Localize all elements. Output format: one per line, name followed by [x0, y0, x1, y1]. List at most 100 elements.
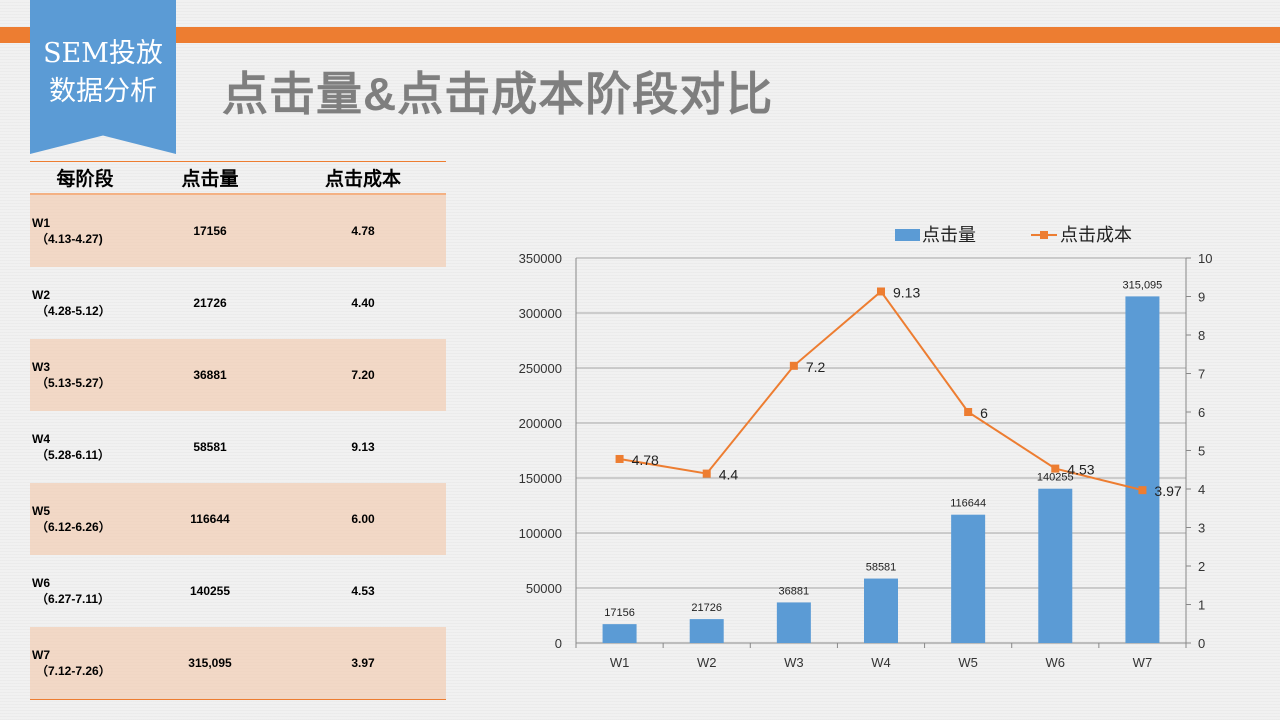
date-range: （6.27-7.11） [36, 591, 111, 606]
date-range: （4.13-4.27) [36, 231, 103, 246]
line-label: 9.13 [893, 284, 920, 300]
period-cell: W5 （6.12-6.26） [30, 504, 140, 535]
week-label: W6 [32, 575, 50, 590]
clicks-cell: 17156 [193, 224, 227, 238]
cost-cell: 7.20 [351, 368, 375, 382]
date-range: （5.13-5.27） [36, 375, 111, 390]
table-header: 每阶段 点击量 点击成本 [30, 162, 446, 195]
y-tick-label: 300000 [519, 306, 562, 321]
table-row: W3 （5.13-5.27） 36881 7.20 [30, 339, 446, 411]
badge-line2: 数据分析 [49, 76, 157, 107]
line-label: 6 [980, 405, 988, 421]
line-label: 3.97 [1154, 483, 1181, 499]
bar [1125, 296, 1160, 643]
line-label: 4.78 [632, 452, 659, 468]
clicks-cell: 315,095 [188, 656, 232, 670]
cost-cell: 4.40 [351, 296, 375, 310]
y-tick-label: 50000 [526, 581, 562, 596]
cost-cell: 4.53 [351, 584, 375, 598]
header-clicks: 点击量 [181, 169, 239, 190]
top-accent-bar [0, 27, 1280, 43]
y-tick-label: 100000 [519, 526, 562, 541]
x-tick-label: W4 [871, 655, 891, 670]
y-tick-label: 200000 [519, 416, 562, 431]
bar-label: 58581 [866, 562, 897, 574]
x-tick-label: W1 [610, 655, 630, 670]
legend-cost: 点击成本 [1060, 225, 1132, 245]
period-cell: W2 （4.28-5.12） [30, 288, 140, 319]
y-tick-label: 350000 [519, 251, 562, 266]
bar-label: 116644 [950, 498, 986, 510]
week-label: W5 [32, 503, 50, 518]
line-label: 4.4 [719, 467, 739, 483]
table-row: W4 （5.28-6.11） 58581 9.13 [30, 411, 446, 483]
period-cell: W4 （5.28-6.11） [30, 432, 140, 463]
cost-cell: 9.13 [351, 440, 375, 454]
date-range: （7.12-7.26） [36, 663, 111, 678]
bar-label: 140255 [1037, 472, 1074, 484]
week-label: W2 [32, 287, 50, 302]
page-title: 点击量&点击成本阶段对比 [222, 68, 774, 120]
y2-tick-label: 0 [1198, 636, 1205, 651]
bar-label: 17156 [604, 607, 635, 619]
y2-tick-label: 7 [1198, 367, 1205, 382]
week-label: W1 [32, 215, 50, 230]
y2-tick-label: 1 [1198, 598, 1205, 613]
table-row: W7 （7.12-7.26） 315,095 3.97 [30, 627, 446, 699]
bar [776, 602, 811, 643]
data-table: 每阶段 点击量 点击成本 W1 （4.13-4.27) 17156 4.78 W2 （… [30, 161, 446, 700]
cost-cell: 3.97 [351, 656, 375, 670]
y2-tick-label: 2 [1198, 559, 1205, 574]
clicks-cell: 21726 [193, 296, 227, 310]
y2-tick-label: 3 [1198, 521, 1205, 536]
y2-tick-label: 10 [1198, 251, 1212, 266]
cost-cell: 4.78 [351, 224, 375, 238]
week-label: W7 [32, 647, 50, 662]
line-marker [615, 454, 624, 463]
clicks-cell: 36881 [193, 368, 227, 382]
x-tick-label: W7 [1133, 655, 1153, 670]
bar-label: 36881 [779, 585, 810, 597]
bar-label: 21726 [691, 602, 722, 614]
x-tick-label: W2 [697, 655, 717, 670]
week-label: W3 [32, 359, 50, 374]
y2-tick-label: 6 [1198, 405, 1205, 420]
y2-tick-label: 9 [1198, 290, 1205, 305]
period-cell: W7 （7.12-7.26） [30, 648, 140, 679]
bar [689, 619, 724, 643]
bar [602, 624, 637, 643]
y-tick-label: 0 [555, 636, 562, 651]
legend-line-marker [1040, 231, 1048, 239]
y2-tick-label: 4 [1198, 482, 1205, 497]
period-cell: W1 （4.13-4.27) [30, 216, 140, 247]
y-tick-label: 150000 [519, 471, 562, 486]
line-marker [1138, 486, 1147, 495]
line-marker [877, 287, 885, 296]
date-range: （5.28-6.11） [36, 447, 111, 462]
section-badge: SEM投放 数据分析 [30, 0, 176, 154]
header-cost: 点击成本 [324, 169, 401, 190]
legend-bar-swatch [895, 229, 920, 241]
period-cell: W6 （6.27-7.11） [30, 576, 140, 607]
table-row: W1 （4.13-4.27) 17156 4.78 [30, 195, 446, 267]
line-label: 4.53 [1067, 462, 1094, 478]
y-tick-label: 250000 [519, 361, 562, 376]
bar [864, 578, 898, 643]
bar-label: 315,095 [1123, 279, 1163, 291]
line-marker [1051, 464, 1060, 473]
table-row: W5 （6.12-6.26） 116644 6.00 [30, 483, 446, 555]
week-label: W4 [32, 431, 50, 446]
clicks-cell: 58581 [193, 440, 227, 454]
y2-tick-label: 5 [1198, 444, 1205, 459]
table-row: W2 （4.28-5.12） 21726 4.40 [30, 267, 446, 339]
clicks-cell: 140255 [189, 584, 231, 598]
line-marker [964, 408, 973, 416]
x-tick-label: W5 [958, 655, 978, 670]
date-range: （6.12-6.26） [36, 519, 111, 534]
line-label: 7.2 [806, 359, 826, 375]
bar [1038, 488, 1073, 643]
x-tick-label: W3 [784, 655, 804, 670]
cost-line [619, 290, 1143, 492]
badge-line1: SEM投放 [43, 38, 163, 69]
cost-cell: 6.00 [351, 512, 375, 526]
